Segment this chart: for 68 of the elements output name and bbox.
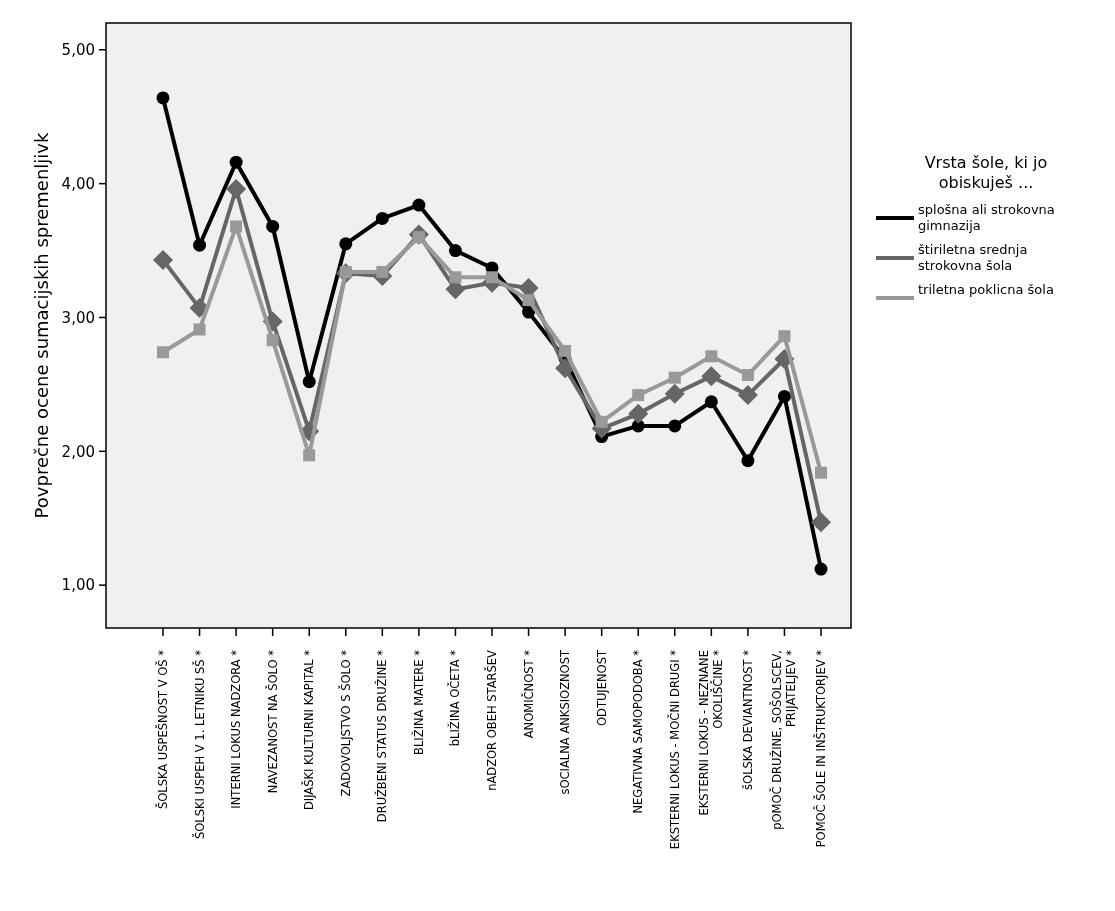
x-tick-label: EKSTERNI LOKUS - NEZNANE OKOLIŠČINE *: [697, 649, 726, 816]
point: [777, 389, 791, 403]
x-tick-label: EKSTERNI LOKUS - MOČNI DRUGI *: [666, 649, 682, 850]
x-tick-label: ODTUJENOST: [594, 649, 609, 726]
point: [741, 454, 755, 468]
point: [157, 346, 169, 359]
legend-label: splošna ali strokovna gimnazija: [918, 202, 1055, 233]
legend-label: štiriletna srednja strokovna šola: [918, 242, 1028, 273]
point: [664, 383, 685, 404]
x-tick-label: NEGATIVNA SAMOPODOBA *: [631, 649, 646, 814]
x-tick-label: ŠOLSKI USPEH V 1. LETNIKU SŠ *: [191, 649, 207, 840]
point: [704, 395, 718, 409]
point: [448, 244, 462, 258]
y-tick-label: 2,00: [61, 442, 95, 461]
point: [628, 403, 649, 424]
point: [737, 385, 758, 406]
point: [376, 265, 389, 278]
point: [153, 249, 173, 270]
point: [778, 330, 791, 343]
point: [668, 371, 681, 384]
y-tick-label: 5,00: [61, 41, 95, 60]
x-tick-label: DIJAŠKI KULTURNI KAPITAL *: [301, 649, 317, 811]
y-tick-label: 3,00: [61, 308, 95, 327]
point: [339, 237, 353, 251]
point: [559, 344, 572, 357]
point: [266, 334, 279, 347]
x-tick-label: ŠOLSKA USPEŠNOST V OŠ *: [155, 649, 170, 810]
x-tick-label: bLIŽINA OČETA *: [447, 649, 463, 747]
legend-label: triletna poklicna šola: [918, 282, 1054, 297]
x-tick-label: BLIŽINA MATERE *: [410, 649, 426, 755]
point: [815, 466, 827, 479]
point: [412, 198, 426, 212]
point: [375, 211, 389, 225]
point: [811, 512, 831, 533]
point: [486, 271, 498, 284]
point: [522, 305, 536, 319]
point: [595, 415, 608, 428]
x-tick-label: šOLSKA DEVIANTNOST *: [740, 649, 755, 790]
point: [229, 155, 243, 169]
point: [193, 238, 207, 252]
point: [449, 271, 462, 284]
point: [741, 369, 754, 382]
x-tick-label: INTERNI LOKUS NADZORA *: [229, 649, 244, 809]
x-tick-label: sOCIALNA ANKSIOZNOST: [558, 649, 573, 795]
point: [705, 350, 718, 363]
point: [522, 294, 535, 307]
point: [668, 419, 682, 433]
y-axis-title: Povprečne ocene sumacijskih spremenljivk: [31, 132, 52, 519]
x-tick-label: ANOMIČNOST *: [520, 649, 536, 739]
point: [555, 358, 576, 379]
point: [230, 220, 243, 233]
point: [156, 91, 170, 105]
x-tick-label: DRUŽBENI STATUS DRUŽINE *: [374, 649, 390, 823]
point: [303, 449, 316, 462]
x-tick-label: NAVEZANOST NA ŠOLO *: [264, 649, 280, 794]
y-tick-label: 1,00: [61, 576, 95, 595]
x-tick-label: nADZOR OBEH STARŠEV: [484, 649, 499, 791]
point: [814, 562, 828, 576]
y-tick-label: 4,00: [61, 174, 95, 193]
x-tick-label: ZADOVOLJSTVO S ŠOLO *: [337, 649, 353, 797]
point: [302, 375, 316, 389]
point: [193, 323, 206, 336]
point: [226, 178, 247, 199]
point: [266, 219, 280, 233]
x-tick-label: POMOČ ŠOLE IN INŠTRUKTORJEV *: [813, 649, 828, 848]
point: [701, 366, 722, 387]
point: [632, 389, 645, 402]
legend-title: Vrsta šole, ki jo obiskuješ ...: [924, 153, 1048, 192]
